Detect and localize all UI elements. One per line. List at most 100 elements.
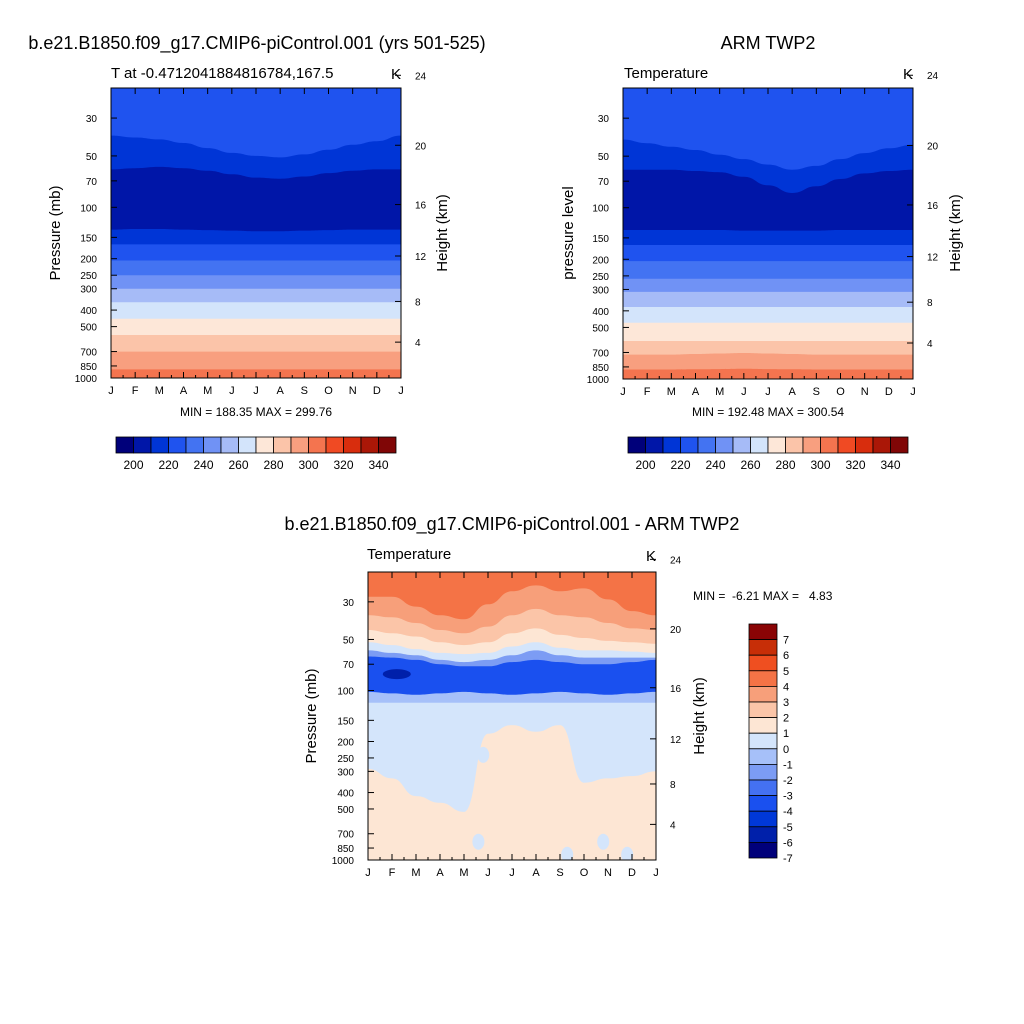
x-tick-label: M bbox=[459, 867, 468, 879]
colorbar-box bbox=[627, 436, 646, 454]
y-tick-label: 850 bbox=[592, 363, 609, 374]
panel-model-contour-fill bbox=[111, 88, 401, 378]
colorbar-label: -4 bbox=[783, 806, 793, 818]
x-tick-label: J bbox=[509, 867, 515, 879]
colorbar-label: 240 bbox=[705, 458, 725, 472]
colorbar-box bbox=[748, 826, 778, 843]
x-tick-label: M bbox=[411, 867, 420, 879]
colorbar-box bbox=[343, 436, 362, 454]
diff-contour-spot bbox=[477, 746, 490, 763]
colorbar-label: -7 bbox=[783, 853, 793, 865]
x-tick-label: S bbox=[813, 386, 820, 398]
colorbar-box bbox=[820, 436, 839, 454]
colorbar-label: 260 bbox=[228, 458, 248, 472]
y-right-tick-label: 20 bbox=[670, 625, 682, 636]
panel-diff: b.e21.B1850.f09_g17.CMIP6-piControl.001 … bbox=[285, 514, 833, 879]
colorbar-box bbox=[748, 810, 778, 828]
colorbar-label: 280 bbox=[775, 458, 795, 472]
colorbar-box bbox=[748, 670, 778, 687]
y-right-tick-label: 12 bbox=[927, 253, 939, 264]
panel-obs-units: K bbox=[903, 66, 913, 83]
diff-contour-spot bbox=[621, 846, 634, 860]
colorbar-box bbox=[837, 436, 856, 454]
x-tick-label: A bbox=[788, 386, 796, 398]
y-tick-label: 70 bbox=[598, 177, 610, 188]
colorbar-box bbox=[325, 436, 344, 454]
colorbar-label: 3 bbox=[783, 697, 789, 709]
panel-obs-colorbar: 200 220 240 260 280 300 320 340 bbox=[627, 436, 909, 472]
y-tick-label: 150 bbox=[592, 234, 609, 245]
x-tick-label: O bbox=[324, 385, 333, 397]
y-tick-label: 850 bbox=[80, 362, 97, 373]
y-tick-label: 500 bbox=[80, 323, 97, 334]
panel-diff-ylabel: Pressure (mb) bbox=[303, 668, 320, 763]
y-tick-label: 300 bbox=[337, 767, 354, 778]
colorbar-label: 320 bbox=[845, 458, 865, 472]
x-tick-label: D bbox=[628, 867, 636, 879]
colorbar-box bbox=[133, 436, 152, 454]
colorbar-label: 220 bbox=[158, 458, 178, 472]
y-tick-label: 250 bbox=[337, 754, 354, 765]
colorbar-label: 280 bbox=[263, 458, 283, 472]
colorbar-box bbox=[378, 436, 397, 454]
y-tick-label: 300 bbox=[80, 285, 97, 296]
y-tick-label: 500 bbox=[337, 805, 354, 816]
panel-model-stats: MIN = 188.35 MAX = 299.76 bbox=[180, 405, 332, 419]
colorbar-label: 240 bbox=[193, 458, 213, 472]
colorbar-box bbox=[185, 436, 204, 454]
colorbar-label: 5 bbox=[783, 666, 789, 678]
x-tick-label: J bbox=[398, 385, 404, 397]
y-right-tick-label: 12 bbox=[415, 252, 427, 263]
colorbar-box bbox=[238, 436, 257, 454]
y-tick-label: 70 bbox=[343, 660, 355, 671]
x-tick-label: J bbox=[485, 867, 491, 879]
y-tick-label: 200 bbox=[80, 255, 97, 266]
y-right-tick-label: 24 bbox=[415, 71, 427, 82]
y-tick-label: 400 bbox=[337, 789, 354, 800]
colorbar-box bbox=[290, 436, 309, 454]
y-tick-label: 400 bbox=[80, 306, 97, 317]
y-tick-label: 700 bbox=[337, 830, 354, 841]
x-tick-label: A bbox=[692, 386, 700, 398]
panel-obs-axes: J F M A M J J A S O N D J 30 50 70 100 150 200 250 300 400 500… bbox=[587, 71, 939, 398]
y-right-tick-label: 16 bbox=[670, 684, 682, 695]
y-tick-label: 700 bbox=[80, 348, 97, 359]
panel-obs-ylabel-right: Height (km) bbox=[947, 194, 964, 272]
colorbar-box bbox=[855, 436, 874, 454]
x-tick-label: J bbox=[229, 385, 235, 397]
colorbar-box bbox=[748, 717, 778, 734]
colorbar-label: 7 bbox=[783, 635, 789, 647]
colorbar-box bbox=[872, 436, 891, 454]
diff-contour-spot bbox=[561, 846, 574, 860]
colorbar-box bbox=[220, 436, 239, 454]
y-right-tick-label: 4 bbox=[415, 338, 421, 349]
colorbar-box bbox=[680, 436, 699, 454]
x-tick-label: S bbox=[301, 385, 308, 397]
panel-obs-contour-fill bbox=[623, 88, 913, 379]
x-tick-label: N bbox=[604, 867, 612, 879]
x-tick-label: A bbox=[436, 867, 444, 879]
colorbar-box bbox=[890, 436, 909, 454]
colorbar-box bbox=[748, 795, 778, 812]
colorbar-box bbox=[748, 686, 778, 703]
y-right-tick-label: 16 bbox=[415, 201, 427, 212]
y-right-tick-label: 20 bbox=[927, 141, 939, 152]
colorbar-box bbox=[748, 639, 778, 656]
x-tick-label: J bbox=[910, 386, 916, 398]
y-tick-label: 70 bbox=[86, 177, 98, 188]
y-tick-label: 200 bbox=[592, 255, 609, 266]
y-tick-label: 250 bbox=[592, 272, 609, 283]
colorbar-box bbox=[767, 436, 786, 454]
x-tick-label: F bbox=[132, 385, 139, 397]
x-tick-label: M bbox=[203, 385, 212, 397]
x-tick-label: J bbox=[108, 385, 114, 397]
x-tick-label: F bbox=[644, 386, 651, 398]
y-right-tick-label: 4 bbox=[670, 820, 676, 831]
y-right-tick-label: 8 bbox=[927, 298, 933, 309]
colorbar-label: 300 bbox=[810, 458, 830, 472]
panel-model-colorbar: 200 220 240 260 280 300 320 340 bbox=[115, 436, 397, 472]
y-tick-label: 850 bbox=[337, 844, 354, 855]
y-tick-label: 50 bbox=[86, 152, 98, 163]
colorbar-label: -5 bbox=[783, 822, 793, 834]
panel-diff-left-label: Temperature bbox=[367, 546, 451, 563]
